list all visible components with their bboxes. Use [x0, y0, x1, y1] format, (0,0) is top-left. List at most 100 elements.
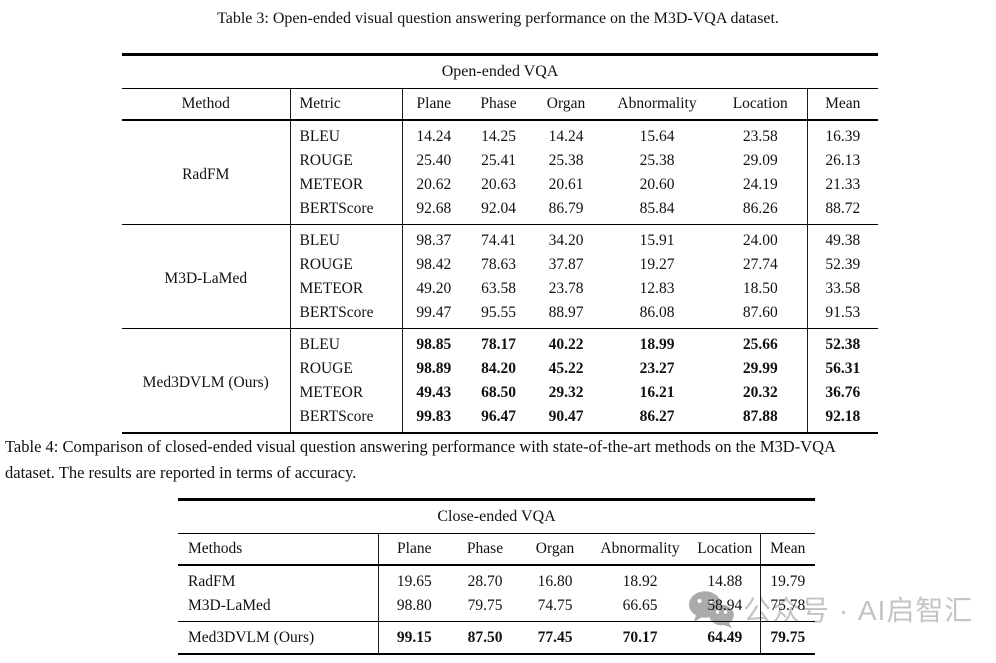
cell-value: 23.58 [742, 128, 778, 145]
cell-value: 25.38 [548, 152, 584, 169]
table4-caption: Table 4: Comparison of closed-ended visu… [5, 434, 993, 486]
cell-value: 14.24 [416, 128, 452, 145]
cell-value: 36.76 [806, 380, 879, 405]
cell-value: 20.63 [481, 176, 516, 193]
cell-value: 16.80 [537, 573, 573, 590]
cell-value: 79.75 [759, 621, 816, 653]
cell-value: 16.21 [639, 384, 675, 401]
cell-value: 87.60 [742, 304, 778, 321]
cell-value: 70.17 [590, 621, 690, 653]
cell-value: 58.94 [707, 597, 743, 614]
table4-top-rule [178, 498, 815, 501]
cell-value: 29.32 [548, 384, 584, 401]
cell-value: 25.40 [416, 152, 452, 169]
cell-value: 78.17 [465, 328, 532, 357]
cell-value: 79.75 [467, 597, 503, 614]
table-row: ROUGE 98.89 84.20 45.22 23.27 29.99 56.3… [122, 356, 879, 381]
table3-bottom-rule [122, 432, 878, 434]
cell-value: 56.31 [806, 356, 879, 381]
cell-value: 92.68 [416, 200, 452, 217]
cell-value: 23.78 [548, 280, 584, 297]
table-row: METEOR 49.20 63.58 23.78 12.83 18.50 33.… [122, 276, 879, 301]
cell-value: 86.08 [639, 304, 675, 321]
cell-value: 19.79 [759, 565, 816, 594]
metric-name: BLEU [290, 120, 403, 149]
cell-value: 37.87 [548, 256, 584, 273]
cell-value: 87.50 [450, 621, 520, 653]
cell-value: 98.80 [396, 597, 432, 614]
cell-value: 85.84 [639, 200, 675, 217]
table-row: RadFM 19.65 28.70 16.80 18.92 14.88 19.7… [178, 565, 816, 594]
cell-value: 25.38 [639, 152, 675, 169]
table-row: BERTScore 92.68 92.04 86.79 85.84 86.26 … [122, 196, 879, 225]
method-name: RadFM [178, 565, 379, 594]
cell-value: 19.27 [639, 256, 675, 273]
cell-value: 88.72 [806, 196, 879, 225]
cell-value: 28.70 [467, 573, 503, 590]
col-header-plane: Plane [378, 533, 450, 566]
metric-name: BLEU [290, 328, 403, 357]
method-name: Med3DVLM (Ours) [122, 328, 291, 432]
cell-value: 75.78 [759, 593, 816, 622]
cell-value: 95.55 [481, 304, 516, 321]
cell-value: 74.75 [537, 597, 573, 614]
metric-name: METEOR [290, 172, 403, 197]
cell-value: 29.09 [742, 152, 778, 169]
col-header-location: Location [690, 533, 760, 566]
metric-name: ROUGE [290, 148, 403, 173]
metric-name: BLEU [290, 224, 403, 253]
cell-value: 88.97 [548, 304, 584, 321]
table-row: ROUGE 25.40 25.41 25.38 25.38 29.09 26.1… [122, 148, 879, 173]
cell-value: 87.88 [742, 408, 778, 425]
cell-value: 14.88 [707, 573, 743, 590]
table-row: BERTScore 99.83 96.47 90.47 86.27 87.88 … [122, 404, 879, 432]
table3-title: Open-ended VQA [122, 56, 879, 89]
table-row: METEOR 49.43 68.50 29.32 16.21 20.32 36.… [122, 380, 879, 405]
cell-value: 26.13 [806, 148, 879, 173]
cell-value: 49.38 [806, 224, 879, 253]
cell-value: 68.50 [481, 384, 516, 401]
col-header-mean: Mean [759, 533, 816, 566]
table4-title-row: Close-ended VQA [178, 501, 816, 534]
cell-value: 84.20 [481, 360, 516, 377]
cell-value: 18.92 [622, 573, 658, 590]
col-header-organ: Organ [532, 88, 600, 121]
cell-value: 49.20 [416, 280, 452, 297]
cell-value: 64.49 [690, 621, 760, 653]
cell-value: 52.38 [806, 328, 879, 357]
cell-value: 86.27 [639, 408, 675, 425]
cell-value: 63.58 [481, 280, 516, 297]
cell-value: 98.37 [402, 224, 465, 253]
cell-value: 77.45 [520, 621, 590, 653]
cell-value: 18.99 [600, 328, 714, 357]
table3-top-rule [122, 53, 878, 56]
col-header-abnormality: Abnormality [600, 88, 714, 121]
cell-value: 27.74 [742, 256, 778, 273]
table-row: METEOR 20.62 20.63 20.61 20.60 24.19 21.… [122, 172, 879, 197]
cell-value: 74.41 [465, 224, 532, 253]
col-header-organ: Organ [520, 533, 590, 566]
method-name: M3D-LaMed [122, 224, 291, 329]
metric-name: METEOR [290, 380, 403, 405]
cell-value: 91.53 [806, 300, 879, 329]
table3-caption: Table 3: Open-ended visual question answ… [217, 10, 779, 27]
cell-value: 86.79 [548, 200, 584, 217]
col-header-location: Location [714, 88, 807, 121]
cell-value: 52.39 [806, 252, 879, 277]
cell-value: 24.19 [742, 176, 778, 193]
table3-header-row: Method Metric Plane Phase Organ Abnormal… [122, 88, 879, 121]
cell-value: 25.41 [481, 152, 516, 169]
metric-name: ROUGE [290, 252, 403, 277]
metric-name: BERTScore [290, 300, 403, 329]
table-row: RadFM BLEU 14.24 14.25 14.24 15.64 23.58… [122, 120, 879, 225]
metric-name: METEOR [290, 276, 403, 301]
table-row: M3D-LaMed BLEU 98.37 74.41 34.20 15.91 2… [122, 224, 879, 329]
table-row: Med3DVLM (Ours) BLEU 98.85 78.17 40.22 1… [122, 328, 879, 432]
col-header-methods: Methods [178, 533, 379, 566]
cell-value: 40.22 [532, 328, 600, 357]
cell-value: 78.63 [481, 256, 516, 273]
cell-value: 98.85 [402, 328, 465, 357]
table4-caption-line2: dataset. The results are reported in ter… [5, 463, 357, 482]
cell-value: 99.47 [416, 304, 452, 321]
wechat-icon [689, 591, 734, 628]
